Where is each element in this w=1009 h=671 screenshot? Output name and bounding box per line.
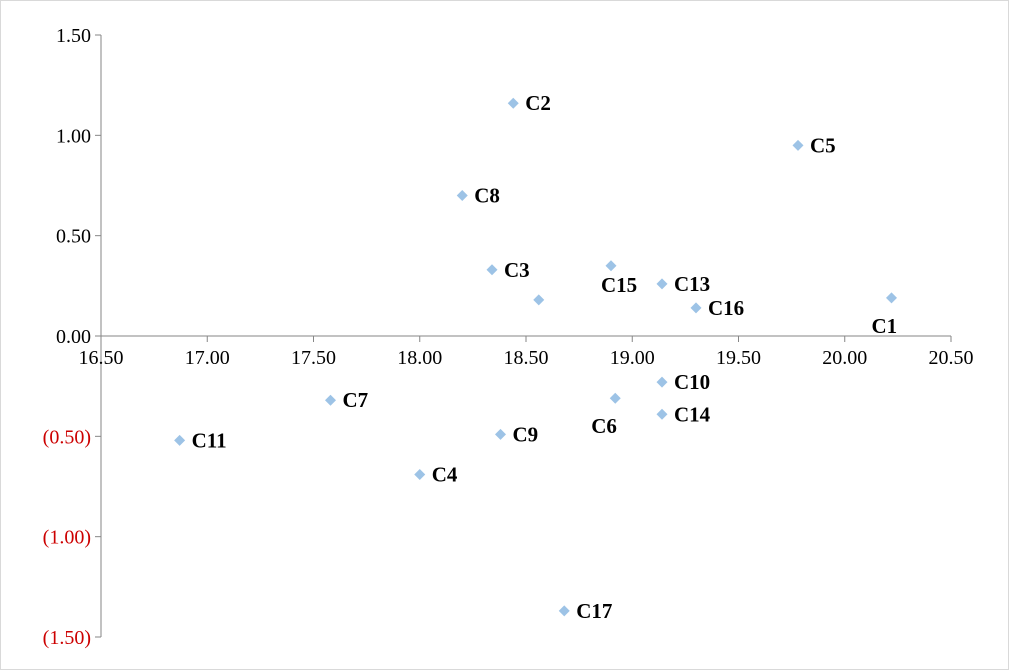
x-tick-label: 19.50 xyxy=(716,347,761,369)
data-point-marker xyxy=(656,408,668,420)
y-tick-label: (1.50) xyxy=(43,627,91,649)
data-points xyxy=(174,97,897,617)
y-tick-label: 1.00 xyxy=(56,125,91,147)
point-labels: C1 C2 C3 C4 C5 C6 C7 C8 C9 C10 C11 C13 C14 C15 C16 C17 xyxy=(192,91,898,623)
axes xyxy=(95,34,952,638)
data-point-marker xyxy=(792,139,804,151)
data-point-marker xyxy=(605,260,617,272)
data-point-marker xyxy=(495,428,506,440)
point-label: C2 xyxy=(525,91,551,115)
point-label: C16 xyxy=(708,296,744,320)
data-point-marker xyxy=(656,278,668,290)
point-label: C11 xyxy=(192,428,227,452)
data-point-marker xyxy=(174,434,186,446)
x-tick-label: 17.00 xyxy=(185,347,230,369)
x-tick-label: 18.50 xyxy=(504,347,549,369)
point-label: C1 xyxy=(872,314,898,338)
point-label: C13 xyxy=(674,272,710,296)
y-tick-label: 0.00 xyxy=(56,326,91,348)
point-label: C7 xyxy=(343,388,369,412)
x-tick-label: 17.50 xyxy=(291,347,336,369)
data-point-marker xyxy=(886,292,897,304)
point-label: C14 xyxy=(674,402,711,426)
y-tick-label: 0.50 xyxy=(56,226,91,248)
data-point-marker xyxy=(456,190,468,202)
y-tick-label: (1.00) xyxy=(43,527,91,549)
data-point-marker xyxy=(533,294,545,306)
point-label: C5 xyxy=(810,133,836,157)
x-tick-label: 20.50 xyxy=(929,347,974,369)
y-tick-label: (0.50) xyxy=(43,426,91,448)
x-tick-label: 18.00 xyxy=(397,347,442,369)
x-tick-label: 19.00 xyxy=(610,347,655,369)
data-point-marker xyxy=(486,264,498,276)
data-point-marker xyxy=(325,394,336,406)
data-point-marker xyxy=(507,97,519,109)
data-point-marker xyxy=(656,376,668,388)
point-label: C9 xyxy=(513,422,539,446)
data-point-marker xyxy=(558,605,570,617)
tick-labels: 1.50 1.00 0.50 0.00 (0.50) (1.00) (1.50) 16.50 1… xyxy=(43,25,974,649)
point-label: C10 xyxy=(674,370,710,394)
point-label: C8 xyxy=(474,184,500,208)
data-point-marker xyxy=(609,392,621,404)
data-point-marker xyxy=(690,302,702,314)
point-label: C4 xyxy=(432,462,458,486)
data-point-marker xyxy=(414,468,426,480)
x-tick-label: 16.50 xyxy=(79,347,124,369)
x-tick-label: 20.00 xyxy=(822,347,867,369)
point-label: C15 xyxy=(601,273,637,297)
y-tick-label: 1.50 xyxy=(56,25,91,47)
point-label: C17 xyxy=(576,599,612,623)
point-label: C3 xyxy=(504,258,530,282)
point-label: C6 xyxy=(591,414,617,438)
